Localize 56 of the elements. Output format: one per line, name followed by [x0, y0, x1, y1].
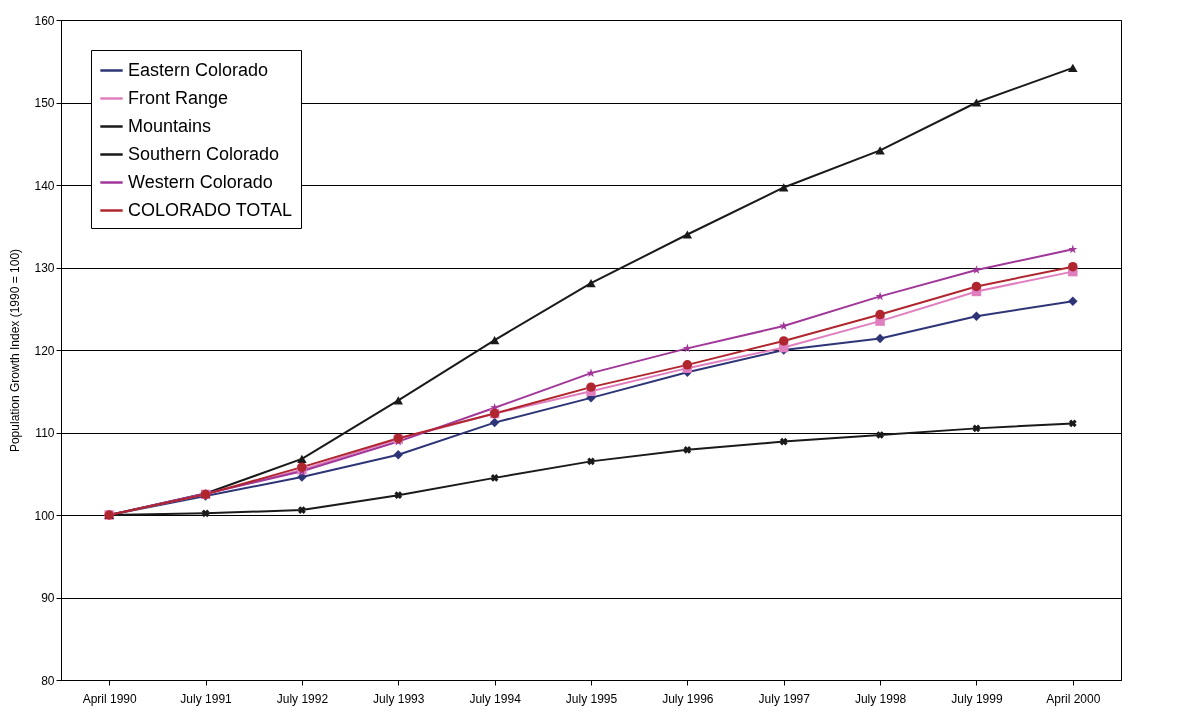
y-tick-label: 100 — [34, 508, 55, 523]
legend-label: COLORADO TOTAL — [128, 199, 293, 220]
point — [682, 230, 693, 239]
point — [586, 382, 596, 392]
point — [298, 506, 306, 514]
point — [971, 98, 982, 107]
point — [971, 281, 982, 292]
point — [875, 309, 885, 320]
x-tick-label: April 2000 — [1046, 691, 1101, 706]
x-tick-label: July 1991 — [180, 691, 233, 706]
point — [393, 450, 404, 460]
y-axis-title: Population Growth Index (1990 = 100) — [8, 248, 23, 453]
point — [683, 445, 692, 454]
x-tick-label: July 1995 — [565, 691, 618, 706]
point — [489, 335, 500, 345]
x-tick-label: July 1999 — [951, 691, 1003, 706]
point — [1068, 261, 1078, 272]
y-tick-label: 150 — [34, 96, 55, 110]
y-tick-label: 110 — [35, 426, 55, 440]
y-tick-label: 120 — [34, 343, 55, 358]
point — [297, 454, 307, 464]
y-tick-label: 160 — [34, 13, 55, 28]
x-tick-label: July 1996 — [662, 691, 714, 706]
point — [778, 183, 789, 192]
point — [778, 336, 789, 346]
point — [394, 491, 403, 500]
x-tick-label: July 1993 — [373, 691, 425, 706]
legend-label: Mountains — [128, 115, 212, 136]
point — [1068, 296, 1078, 307]
point — [972, 424, 981, 433]
x-tick-label: July 1998 — [854, 691, 907, 706]
x-tick-label: July 1992 — [276, 691, 329, 706]
point — [489, 417, 500, 428]
x-tick-label: July 1994 — [469, 691, 522, 706]
y-tick-label: 130 — [34, 261, 55, 275]
point — [875, 333, 885, 344]
point — [876, 431, 884, 439]
legend-label: Front Range — [128, 87, 229, 108]
legend-label: Western Colorado — [128, 171, 273, 192]
point — [971, 265, 981, 274]
y-tick-label: 140 — [34, 178, 55, 193]
legend-label: Southern Colorado — [128, 143, 280, 164]
y-tick-label: 80 — [41, 673, 55, 688]
y-tick-label: 90 — [41, 591, 55, 605]
point — [201, 509, 210, 518]
point — [1068, 419, 1077, 428]
point — [779, 437, 788, 446]
x-tick-label: July 1997 — [758, 691, 811, 706]
point — [971, 311, 982, 321]
point — [1068, 63, 1078, 72]
point — [586, 279, 596, 288]
point — [682, 343, 692, 353]
legend-label: Eastern Colorado — [128, 59, 269, 80]
point — [875, 146, 885, 155]
x-tick-label: April 1990 — [82, 691, 138, 706]
point — [587, 457, 595, 466]
